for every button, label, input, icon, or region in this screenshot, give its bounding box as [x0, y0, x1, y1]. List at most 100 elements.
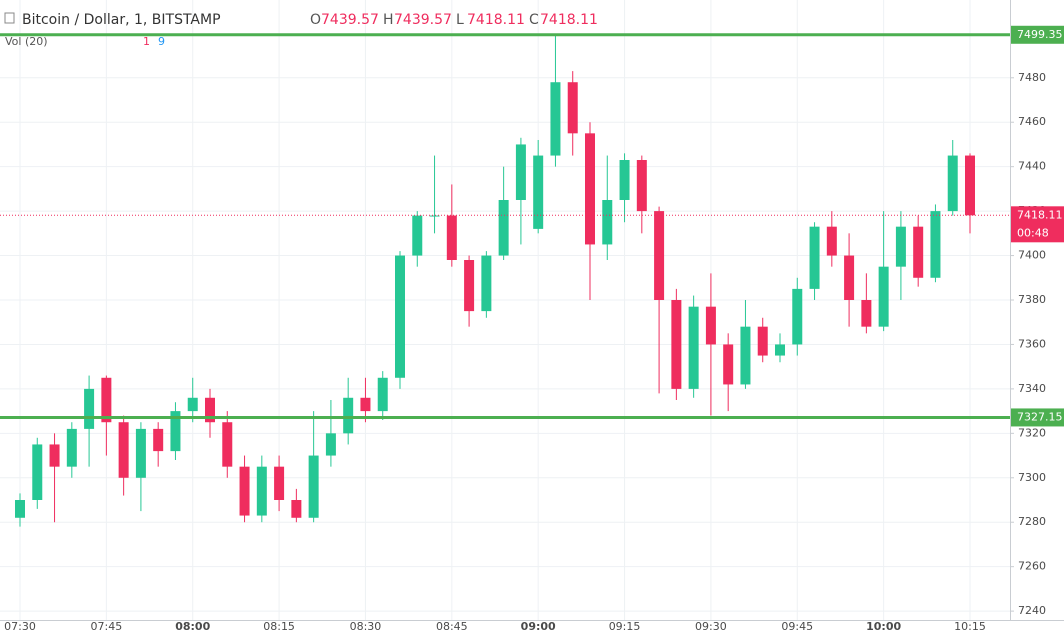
candle-body: [861, 300, 872, 327]
candle-body: [256, 466, 267, 516]
candle-body: [844, 255, 855, 300]
last-price-box: [1011, 206, 1064, 243]
ohlc-value: 7418.11: [540, 12, 598, 28]
y-tick-label: 7360: [1018, 337, 1046, 350]
ohlc-value: 7439.57: [321, 12, 379, 28]
candle-body: [15, 500, 25, 518]
candle-body: [567, 82, 578, 134]
ohlc-key: C: [529, 12, 539, 28]
candle-body: [239, 466, 250, 516]
y-tick-label: 7300: [1018, 471, 1046, 484]
candle-body: [481, 255, 492, 312]
level-label-box: [1011, 408, 1064, 427]
candle-body: [343, 397, 354, 434]
x-tick-label: 07:30: [4, 620, 36, 633]
x-tick-label: 10:15: [954, 620, 986, 633]
ohlc-key: L: [456, 12, 464, 28]
level-label: 7499.35: [1017, 28, 1063, 41]
candle-body: [602, 200, 613, 245]
x-tick-label: 08:15: [263, 620, 295, 633]
candle-body: [66, 428, 77, 467]
candle-body: [360, 397, 371, 412]
candle-body: [757, 326, 768, 356]
candle-body: [619, 160, 630, 200]
ohlc-value: 7439.57: [394, 12, 452, 28]
candle-body: [947, 155, 958, 212]
candles: [0, 33, 1010, 527]
candle-body: [412, 215, 423, 256]
candle-body: [895, 226, 906, 267]
y-tick-label: 7380: [1018, 293, 1046, 306]
candle-body: [913, 226, 924, 278]
candle-body: [118, 422, 129, 478]
symbol-title: Bitcoin / Dollar, 1, BITSTAMP: [22, 12, 221, 28]
indicator-name: Vol (20): [5, 35, 48, 48]
candle-body: [826, 226, 837, 256]
candle-body: [809, 226, 820, 289]
y-tick-label: 7460: [1018, 115, 1046, 128]
candle-body: [395, 255, 405, 378]
candle-body: [585, 133, 595, 245]
candle-body: [671, 300, 682, 389]
candle-body: [135, 428, 146, 478]
candle-body: [32, 444, 43, 500]
candle-body: [654, 211, 665, 300]
candle-body: [930, 211, 941, 278]
overlay: Bitcoin / Dollar, 1, BITSTAMP Vol (20) 1…: [4, 12, 1064, 633]
candle-body: [515, 144, 526, 200]
candle-body: [878, 266, 889, 327]
candle-body: [446, 215, 457, 260]
x-tick-label: 07:45: [91, 620, 123, 633]
y-tick-label: 7400: [1018, 249, 1046, 262]
y-tick-label: 7280: [1018, 515, 1046, 528]
x-tick-label: 08:30: [350, 620, 382, 633]
candle-body: [101, 377, 112, 423]
candle-body: [325, 433, 336, 456]
indicator-value: 1: [143, 35, 150, 48]
x-tick-label: 09:45: [781, 620, 813, 633]
candle-body: [170, 411, 181, 452]
candle-body: [464, 260, 475, 312]
candle-body: [205, 397, 215, 423]
candle-body: [705, 306, 716, 345]
x-tick-label: 09:30: [695, 620, 727, 633]
candle-body: [429, 215, 440, 217]
ohlc-key: H: [383, 12, 394, 28]
candle-body: [498, 200, 509, 256]
candle-body: [965, 155, 975, 216]
ohlc-key: O: [310, 12, 321, 28]
candle-body: [550, 82, 561, 156]
x-tick-label: 09:00: [521, 620, 556, 633]
last-price-label: 7418.11: [1017, 208, 1063, 221]
x-tick-label: 09:15: [609, 620, 641, 633]
y-tick-label: 7440: [1018, 160, 1046, 173]
candle-body: [636, 160, 647, 212]
candle-body: [153, 428, 164, 452]
y-tick-label: 7260: [1018, 560, 1046, 573]
candle-body: [792, 288, 803, 345]
ohlc-value: 7418.11: [467, 12, 525, 28]
candle-body: [308, 455, 319, 518]
candle-body: [291, 500, 302, 518]
candle-body: [187, 397, 198, 412]
collapse-icon[interactable]: [4, 12, 15, 24]
y-tick-label: 7340: [1018, 382, 1046, 395]
candle-body: [222, 422, 233, 467]
level-label-box: [1011, 25, 1064, 44]
y-tick-label: 7480: [1018, 71, 1046, 84]
y-tick-label: 7240: [1018, 604, 1046, 617]
candle-body: [533, 155, 544, 229]
level-label: 7327.15: [1017, 410, 1063, 423]
candle-body: [723, 344, 734, 385]
x-tick-label: 08:45: [436, 620, 468, 633]
candle-body: [49, 444, 60, 467]
indicator-value: 9: [158, 35, 165, 48]
candle-body: [688, 306, 699, 389]
x-tick-label: 10:00: [866, 620, 901, 633]
candle-body: [775, 344, 785, 356]
y-tick-label: 7320: [1018, 426, 1046, 439]
x-tick-label: 08:00: [175, 620, 210, 633]
candle-body: [274, 466, 285, 500]
